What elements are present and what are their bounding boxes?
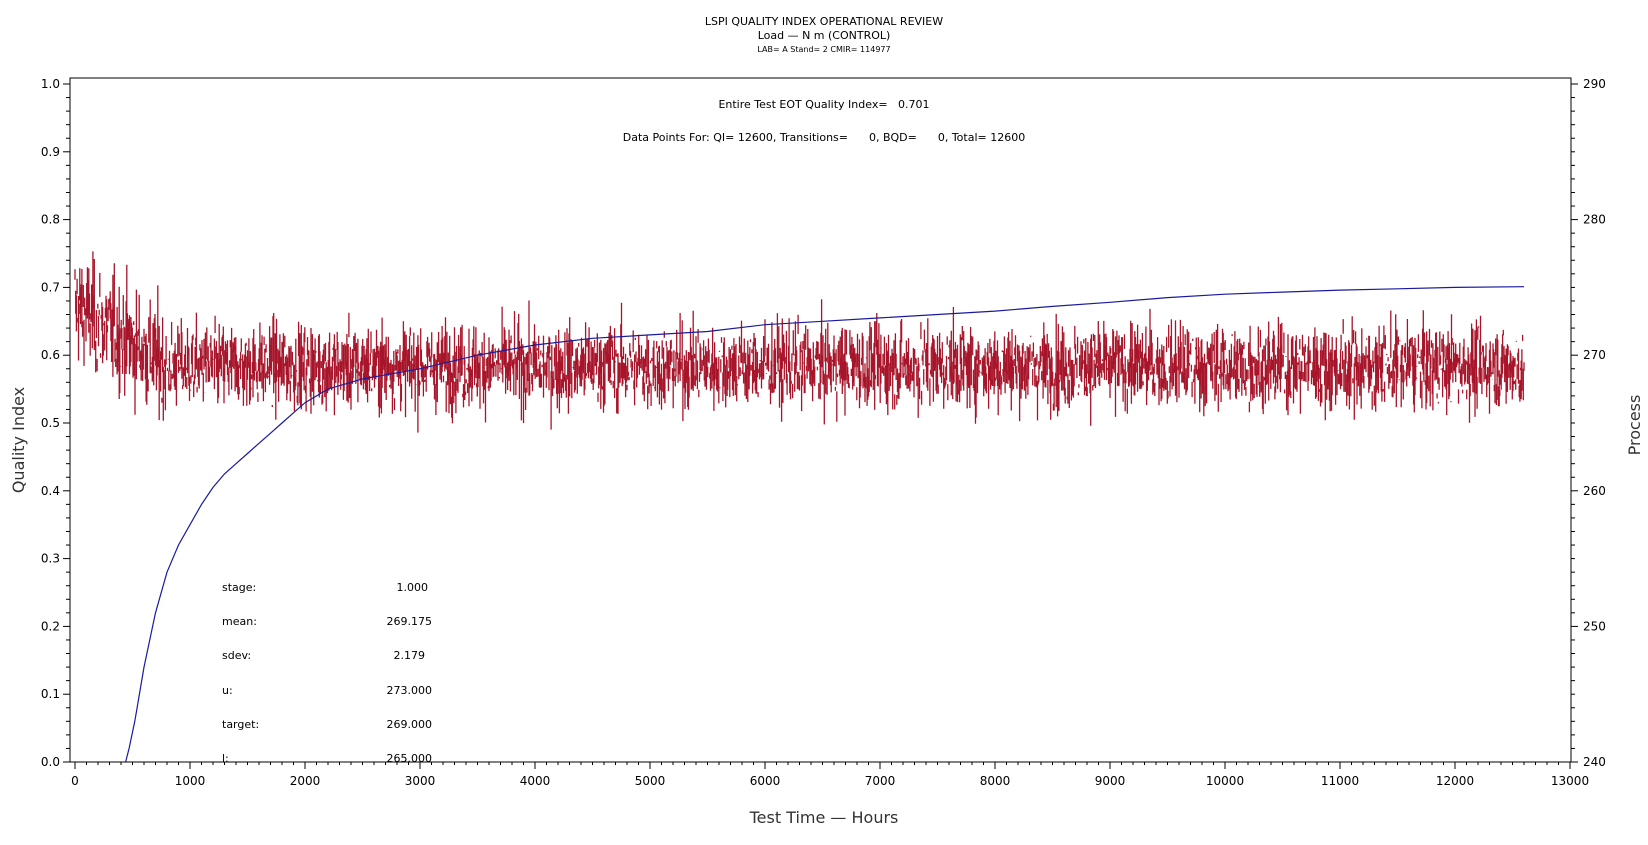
stat-value: 269.000 (387, 718, 433, 731)
y-tick-label: 0.1 (41, 687, 60, 701)
x-tick-label: 13000 (1551, 774, 1589, 788)
stat-value: 269.175 (387, 615, 433, 628)
stat-label: stage: (222, 581, 256, 594)
x-axis-label: Test Time — Hours (749, 808, 899, 827)
y-tick-label: 0.8 (41, 213, 60, 227)
x-tick-label: 11000 (1321, 774, 1359, 788)
stat-label: sdev: (222, 649, 251, 662)
x-tick-label: 0 (71, 774, 79, 788)
y2-tick-label: 240 (1583, 755, 1606, 769)
eot-quality-index-note: Entire Test EOT Quality Index= 0.701 (718, 98, 929, 111)
stat-value: 273.000 (387, 684, 433, 697)
data-points-note: Data Points For: QI= 12600, Transitions=… (623, 131, 1025, 144)
x-tick-label: 4000 (520, 774, 551, 788)
quality-index-line (125, 286, 1525, 763)
process-series (74, 251, 1525, 433)
y2-axis-label: Process (1625, 395, 1644, 456)
stat-label: target: (222, 718, 259, 731)
y2-tick-label: 250 (1583, 619, 1606, 633)
stat-label: u: (222, 684, 233, 697)
y2-tick-label: 260 (1583, 484, 1606, 498)
y-tick-label: 0.4 (41, 484, 60, 498)
stat-label: mean: (222, 615, 257, 628)
y2-tick-label: 270 (1583, 348, 1606, 362)
y-tick-label: 0.0 (41, 755, 60, 769)
x-tick-label: 2000 (290, 774, 321, 788)
stat-value: 265.000 (387, 752, 433, 765)
chart-title: LSPI QUALITY INDEX OPERATIONAL REVIEW (705, 15, 943, 28)
y2-tick-label: 290 (1583, 77, 1606, 91)
x-tick-label: 12000 (1436, 774, 1474, 788)
quality-index-series (125, 286, 1525, 763)
y-tick-label: 0.2 (41, 619, 60, 633)
x-tick-label: 5000 (635, 774, 666, 788)
stat-label: l: (222, 752, 229, 765)
y-tick-label: 0.3 (41, 552, 60, 566)
x-tick-label: 8000 (980, 774, 1011, 788)
stats-block: stage: 1.000 mean: 269.175 sdev: 2.179 u… (222, 581, 432, 765)
x-tick-label: 3000 (405, 774, 436, 788)
x-axis: 0 1000 2000 3000 4000 5000 6000 7000 8000 9000 100… (71, 762, 1589, 788)
stat-value: 1.000 (397, 581, 429, 594)
x-tick-label: 7000 (865, 774, 896, 788)
y-tick-label: 0.6 (41, 348, 60, 362)
x-tick-label: 1000 (175, 774, 206, 788)
x-tick-label: 10000 (1206, 774, 1244, 788)
stat-value: 2.179 (394, 649, 426, 662)
y-axis-label: Quality Index (9, 387, 28, 493)
plot-frame (69, 77, 1572, 763)
process-trace (74, 251, 1525, 433)
y2-tick-label: 280 (1583, 213, 1606, 227)
y-tick-label: 0.9 (41, 145, 60, 159)
chart-subtitle: Load — N m (CONTROL) (758, 29, 891, 42)
y-tick-label: 0.5 (41, 416, 60, 430)
y-tick-label: 1.0 (41, 77, 60, 91)
y-axis-right: 240 250 260 270 280 290 (1571, 77, 1606, 769)
x-tick-label: 9000 (1095, 774, 1126, 788)
y-axis-left: 0.0 0.1 0.2 0.3 0.4 0.5 0.6 0.7 0.8 0.9 1.0 (41, 77, 70, 769)
x-tick-label: 6000 (750, 774, 781, 788)
y-tick-label: 0.7 (41, 280, 60, 294)
chart-subtitle-2: LAB= A Stand= 2 CMIR= 114977 (757, 45, 890, 54)
